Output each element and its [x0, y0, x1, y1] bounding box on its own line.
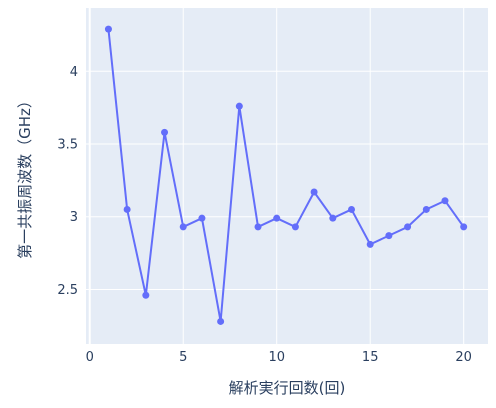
data-point[interactable]	[385, 232, 393, 240]
data-point[interactable]	[404, 223, 412, 231]
x-tick-labels: 0 5 10 15 20	[86, 350, 472, 365]
x-tick-label: 10	[268, 350, 285, 365]
y-gridlines	[86, 70, 488, 290]
data-point[interactable]	[123, 205, 131, 213]
x-tick-label: 5	[179, 350, 187, 365]
series-layer	[104, 25, 468, 325]
data-point[interactable]	[235, 102, 243, 110]
y-tick-label: 3.5	[57, 138, 78, 153]
data-point[interactable]	[104, 25, 112, 33]
data-point[interactable]	[460, 223, 468, 231]
data-point[interactable]	[366, 240, 374, 248]
y-tick-label: 2.5	[57, 283, 78, 298]
y-tick-label: 3	[70, 210, 78, 225]
data-point[interactable]	[422, 205, 430, 213]
y-tick-labels: 2.5 3 3.5 4	[57, 65, 78, 298]
data-point[interactable]	[329, 214, 337, 222]
y-axis-title: 第一共振周波数（GHz）	[16, 93, 34, 259]
data-point[interactable]	[291, 223, 299, 231]
x-gridlines	[88, 8, 465, 344]
data-point[interactable]	[198, 214, 206, 222]
data-point[interactable]	[254, 223, 262, 231]
y-tick-label: 4	[70, 65, 78, 80]
plot-background	[86, 8, 488, 344]
x-tick-label: 15	[362, 350, 379, 365]
data-point[interactable]	[273, 214, 281, 222]
data-point[interactable]	[142, 291, 150, 299]
data-point[interactable]	[217, 317, 225, 325]
data-point[interactable]	[179, 223, 187, 231]
x-tick-label: 0	[86, 350, 94, 365]
data-point[interactable]	[310, 188, 318, 196]
data-point[interactable]	[441, 197, 449, 205]
data-point[interactable]	[161, 128, 169, 136]
x-tick-label: 20	[455, 350, 472, 365]
data-point[interactable]	[348, 205, 356, 213]
x-axis-title: 解析実行回数(回)	[229, 379, 346, 397]
